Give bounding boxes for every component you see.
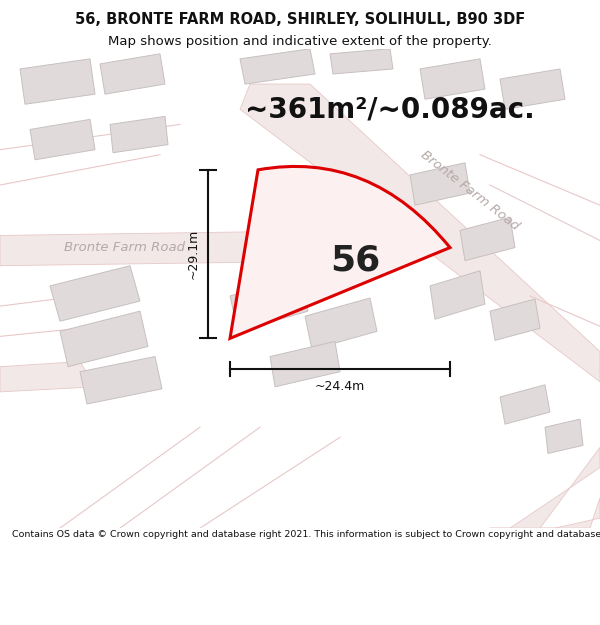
Text: ~361m²/~0.089ac.: ~361m²/~0.089ac. bbox=[245, 95, 535, 123]
Polygon shape bbox=[330, 49, 393, 74]
Polygon shape bbox=[460, 217, 515, 261]
Polygon shape bbox=[420, 59, 485, 99]
Text: Map shows position and indicative extent of the property.: Map shows position and indicative extent… bbox=[108, 35, 492, 48]
Polygon shape bbox=[490, 299, 540, 341]
Polygon shape bbox=[240, 84, 600, 382]
Text: Contains OS data © Crown copyright and database right 2021. This information is : Contains OS data © Crown copyright and d… bbox=[12, 530, 600, 539]
Polygon shape bbox=[410, 162, 470, 205]
Polygon shape bbox=[80, 356, 162, 404]
Polygon shape bbox=[230, 276, 308, 331]
Polygon shape bbox=[500, 385, 550, 424]
Polygon shape bbox=[490, 448, 600, 528]
Polygon shape bbox=[430, 271, 485, 319]
Polygon shape bbox=[0, 231, 360, 266]
Polygon shape bbox=[240, 49, 315, 84]
Polygon shape bbox=[270, 341, 340, 387]
Polygon shape bbox=[50, 266, 140, 321]
Polygon shape bbox=[500, 69, 565, 109]
Polygon shape bbox=[60, 311, 148, 367]
Polygon shape bbox=[540, 498, 600, 528]
Polygon shape bbox=[100, 54, 165, 94]
Polygon shape bbox=[545, 419, 583, 454]
Text: Bronte Farm Road: Bronte Farm Road bbox=[65, 241, 185, 254]
Text: 56, BRONTE FARM ROAD, SHIRLEY, SOLIHULL, B90 3DF: 56, BRONTE FARM ROAD, SHIRLEY, SOLIHULL,… bbox=[75, 12, 525, 27]
Text: Bronte Farm Road: Bronte Farm Road bbox=[418, 148, 521, 232]
Polygon shape bbox=[305, 298, 377, 349]
Polygon shape bbox=[110, 116, 168, 152]
Polygon shape bbox=[30, 119, 95, 160]
Polygon shape bbox=[0, 362, 95, 392]
Text: ~29.1m: ~29.1m bbox=[187, 229, 199, 279]
Text: ~24.4m: ~24.4m bbox=[315, 381, 365, 393]
Polygon shape bbox=[20, 59, 95, 104]
Text: 56: 56 bbox=[330, 244, 380, 278]
PathPatch shape bbox=[230, 166, 450, 338]
